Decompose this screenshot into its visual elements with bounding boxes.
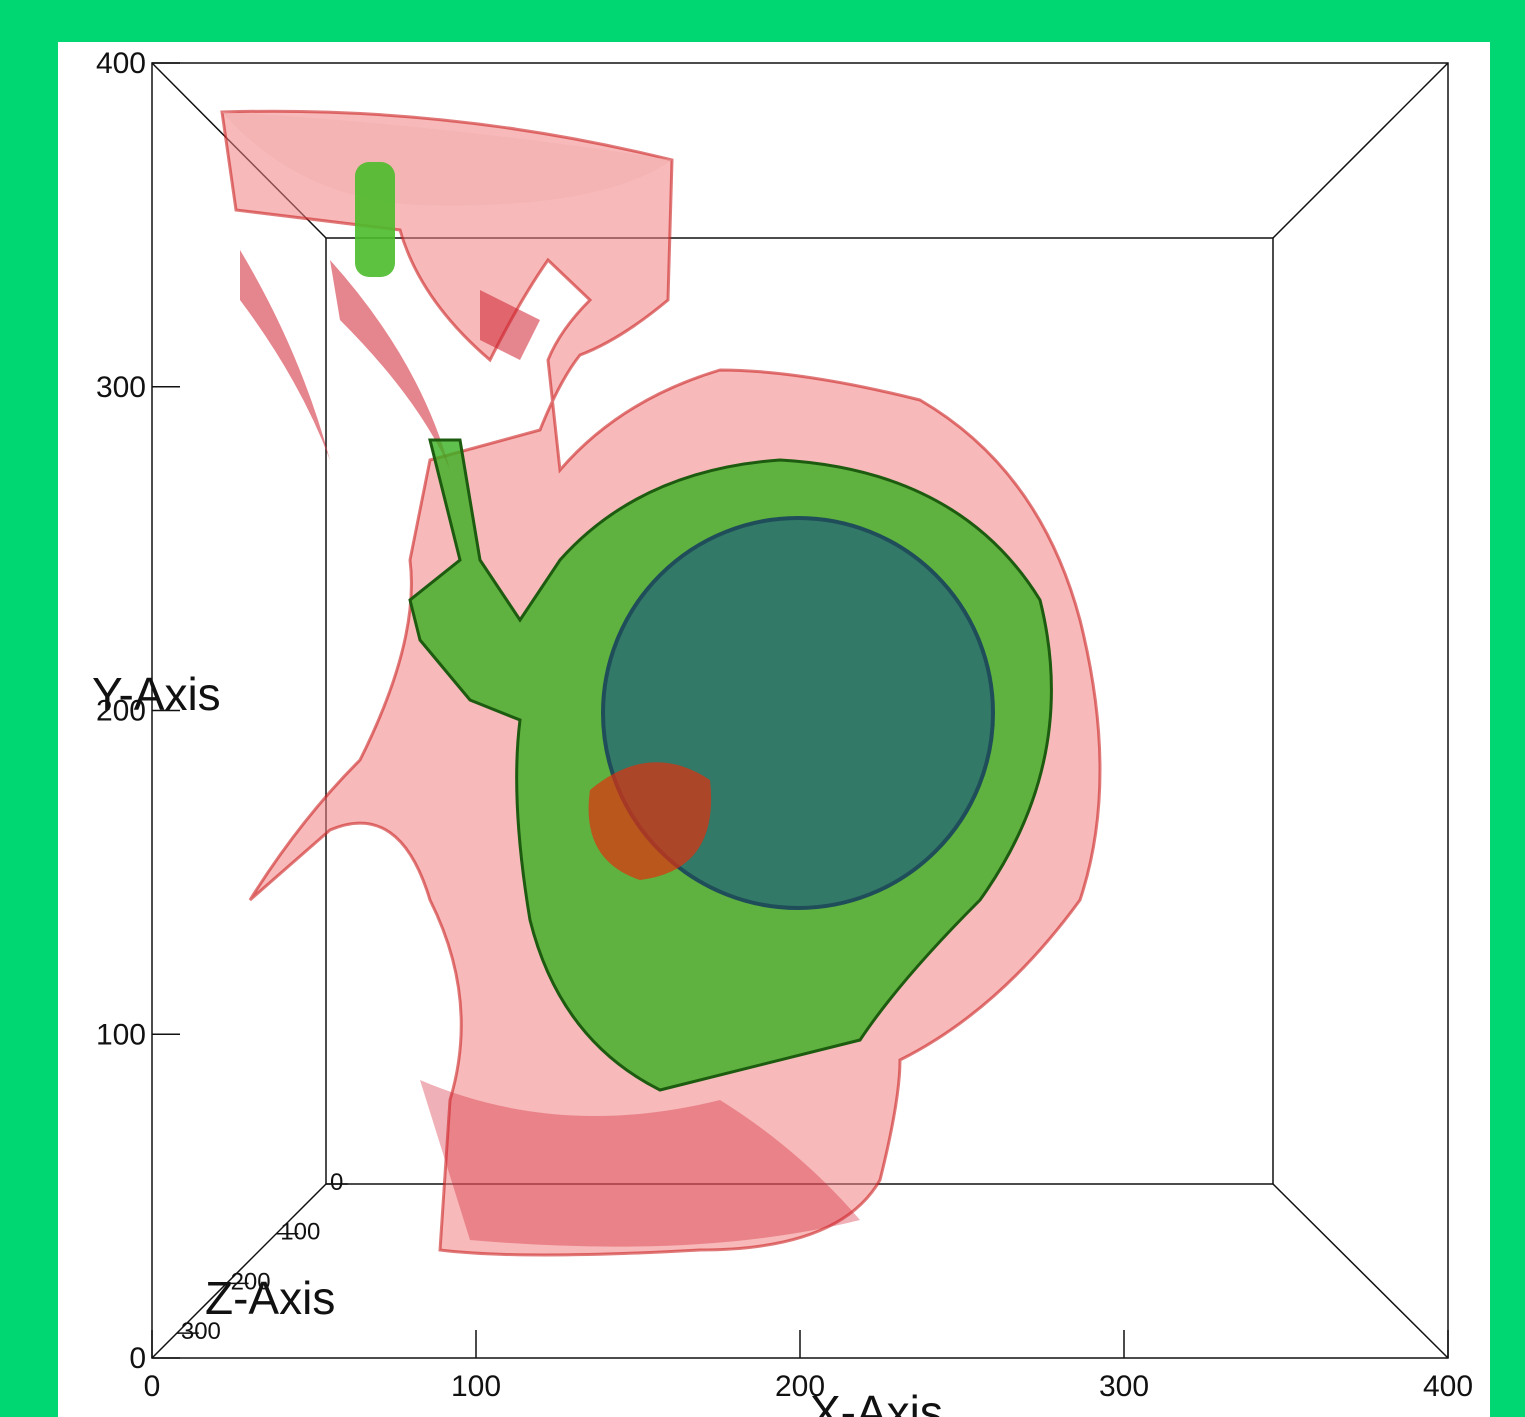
x-axis-label: X-Axis xyxy=(810,1386,943,1417)
z-tick-label: 100 xyxy=(280,1219,320,1246)
y-tick-label: 0 xyxy=(129,1342,146,1375)
x-tick-label: 100 xyxy=(451,1370,501,1403)
z-tick-label: 0 xyxy=(330,1169,343,1196)
y-tick-label: 300 xyxy=(96,371,146,404)
y-tick-label: 400 xyxy=(96,47,146,80)
x-tick-label: 300 xyxy=(1099,1370,1149,1403)
z-axis-label: Z-Axis xyxy=(205,1272,335,1324)
x-tick-label: 0 xyxy=(144,1370,161,1403)
y-axis-label: Y-Axis xyxy=(92,668,221,720)
viewer: 010020030040001002003004000100200300X-Ax… xyxy=(0,0,1525,1417)
x-tick-label: 400 xyxy=(1423,1370,1473,1403)
page: 010020030040001002003004000100200300X-Ax… xyxy=(0,0,1525,1417)
y-tick-label: 100 xyxy=(96,1018,146,1051)
